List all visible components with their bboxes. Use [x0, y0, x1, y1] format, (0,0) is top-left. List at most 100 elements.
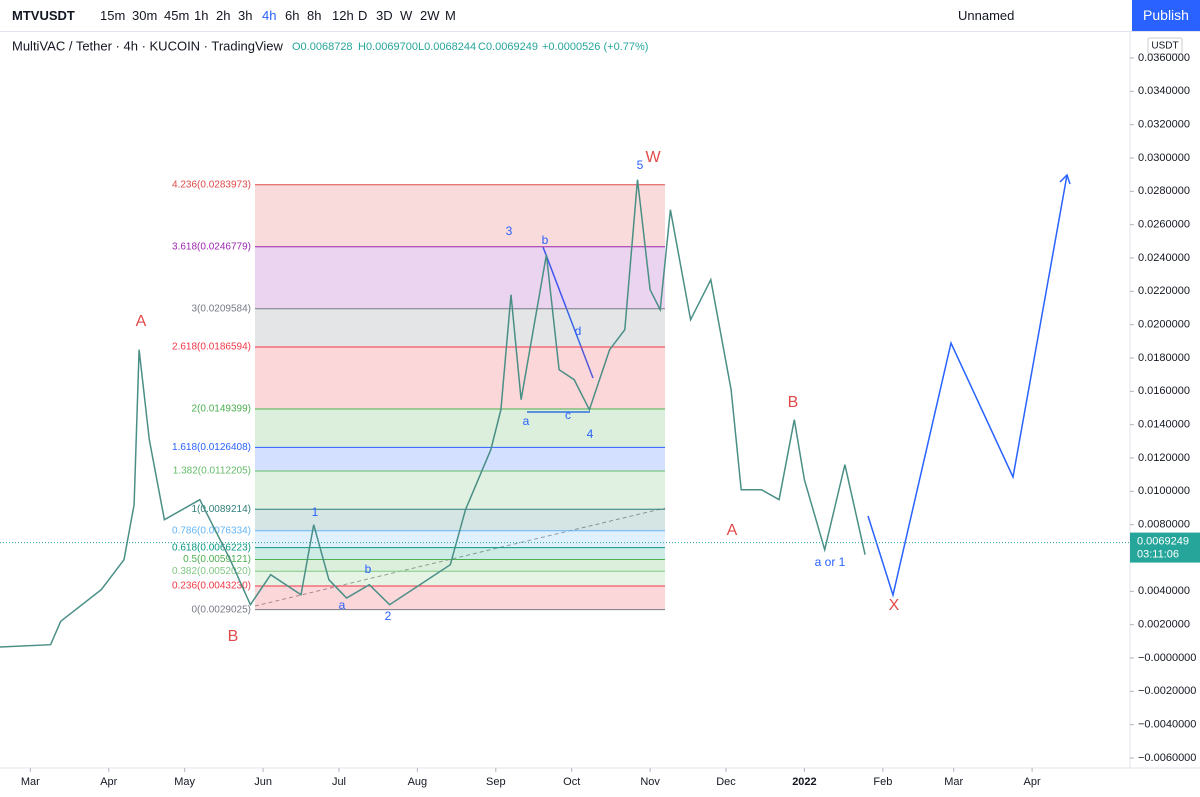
interval-button[interactable]: 4h — [262, 8, 277, 23]
y-tick-label: 0.0280000 — [1138, 185, 1190, 197]
currency-box[interactable] — [1147, 37, 1183, 55]
fib-band — [255, 246, 665, 309]
y-tick-label: 0.0320000 — [1138, 119, 1190, 131]
fib-label: 0(0.0029025) — [192, 604, 252, 615]
x-tick-label: Jul — [332, 776, 346, 788]
interval-button[interactable]: 6h — [285, 8, 300, 23]
wave-label: 4 — [587, 427, 594, 441]
wave-label: 2 — [385, 609, 392, 623]
legend-change: +0.0000526 (+0.77%) — [542, 41, 648, 53]
fib-band — [255, 585, 665, 610]
symbol[interactable]: MTVUSDT — [12, 8, 75, 23]
fib-label: 3(0.0209584) — [192, 303, 252, 314]
toolbar: MTVUSDT Unnamed Publish 15m 30m 45m 1h 2h 3h 4… — [0, 0, 1200, 32]
x-tick-label: Apr — [1024, 776, 1041, 788]
x-tick-label: Feb — [873, 776, 892, 788]
currency: USDT — [1151, 41, 1178, 52]
legend-high: H0.0069700 — [358, 41, 418, 53]
marks: 4.236(0.0283973) 3.618(0.0246779) 3(0.0209… — [0, 52, 1200, 788]
interval-button[interactable]: 15m — [100, 8, 126, 23]
fib-band — [255, 559, 665, 572]
layout-name[interactable]: Unnamed — [958, 8, 1015, 23]
x-tick-label: Nov — [640, 776, 660, 788]
interval-button[interactable]: D — [358, 8, 368, 23]
x-tick-label: 2022 — [792, 776, 816, 788]
legend-title: MultiVAC / Tether · 4h · KUCOIN · Tradin… — [12, 38, 284, 53]
fib-label: 1.382(0.0112205) — [173, 466, 251, 477]
x-tick-label: Sep — [486, 776, 506, 788]
fib-label: 0.236(0.0043230) — [172, 581, 251, 592]
fib-band — [255, 509, 665, 531]
fib-label: 2(0.0149399) — [192, 404, 252, 415]
price-line — [0, 179, 866, 648]
y-tick-label: 0.0140000 — [1138, 419, 1190, 431]
interval-button[interactable]: M — [445, 8, 456, 23]
wave-label: W — [645, 149, 661, 166]
y-tick-label: −0.0040000 — [1138, 719, 1196, 731]
fib-band — [255, 308, 665, 348]
y-tick-label: 0.0100000 — [1138, 485, 1190, 497]
x-tick-label: Jun — [254, 776, 272, 788]
fib-band — [255, 184, 665, 247]
fib-label: 4.236(0.0283973) — [172, 179, 251, 190]
fib-label: 0.5(0.0059121) — [183, 554, 251, 565]
wave-label: X — [889, 597, 900, 614]
y-tick-label: −0.0000000 — [1138, 652, 1196, 664]
y-tick-label: 0.0180000 — [1138, 352, 1190, 364]
fib-band — [255, 347, 665, 410]
y-tick-label: 0.0160000 — [1138, 385, 1190, 397]
y-tick-label: 0.0340000 — [1138, 85, 1190, 97]
fib-label: 2.618(0.0186594) — [172, 342, 251, 353]
countdown: 03:11:06 — [1137, 548, 1179, 560]
y-tick-label: 0.0260000 — [1138, 219, 1190, 231]
y-tick-label: 0.0120000 — [1138, 452, 1190, 464]
y-tick-label: 0.0360000 — [1138, 52, 1190, 64]
interval-button[interactable]: W — [400, 8, 413, 23]
interval-button[interactable]: 3h — [238, 8, 253, 23]
y-tick-label: 0.0240000 — [1138, 252, 1190, 264]
fib-label: 0.786(0.0076334) — [172, 525, 251, 536]
wave-label: a — [339, 598, 346, 612]
x-tick-label: Mar — [21, 776, 40, 788]
wave-label: 3 — [506, 224, 513, 238]
interval-button[interactable]: 3D — [376, 8, 393, 23]
wave-label: A — [136, 313, 147, 330]
publish-button[interactable]: Publish — [1132, 0, 1200, 31]
fib-label: 0.618(0.0066223) — [172, 542, 251, 553]
fib-label: 3.618(0.0246779) — [172, 241, 251, 252]
y-tick-label: −0.0060000 — [1138, 752, 1196, 764]
fib-band — [255, 547, 665, 560]
interval-button[interactable]: 8h — [307, 8, 322, 23]
interval-button[interactable]: 2W — [420, 8, 440, 23]
legend-close: C0.0069249 — [478, 41, 538, 53]
wave-line — [542, 246, 594, 379]
interval-button[interactable]: 30m — [132, 8, 158, 23]
fib-label: 0.382(0.0052020) — [172, 566, 251, 577]
fib-band — [255, 447, 665, 471]
interval-button[interactable]: 12h — [332, 8, 354, 23]
wave-label: B — [788, 394, 799, 411]
wave-label: a or 1 — [815, 555, 846, 569]
fib-band — [255, 409, 665, 448]
last-price-label: 0.0069249 — [1137, 535, 1189, 547]
wave-label: 5 — [637, 158, 644, 172]
x-tick-label: Aug — [408, 776, 428, 788]
wave-label: b — [542, 233, 549, 247]
wave-label: d — [575, 324, 582, 338]
interval-button[interactable]: 1h — [194, 8, 209, 23]
y-tick-label: 0.0080000 — [1138, 519, 1190, 531]
y-tick-label: −0.0020000 — [1138, 685, 1196, 697]
wave-label: c — [565, 408, 571, 422]
interval-button[interactable]: 2h — [216, 8, 231, 23]
y-tick-label: 0.0300000 — [1138, 152, 1190, 164]
x-tick-label: Dec — [716, 776, 736, 788]
fib-label: 1.618(0.0126408) — [172, 442, 251, 453]
wave-label: a — [523, 414, 530, 428]
y-tick-label: 0.0040000 — [1138, 585, 1190, 597]
interval-button[interactable]: 45m — [164, 8, 190, 23]
y-tick-label: 0.0020000 — [1138, 619, 1190, 631]
x-tick-label: May — [174, 776, 195, 788]
fib-band — [255, 571, 665, 586]
